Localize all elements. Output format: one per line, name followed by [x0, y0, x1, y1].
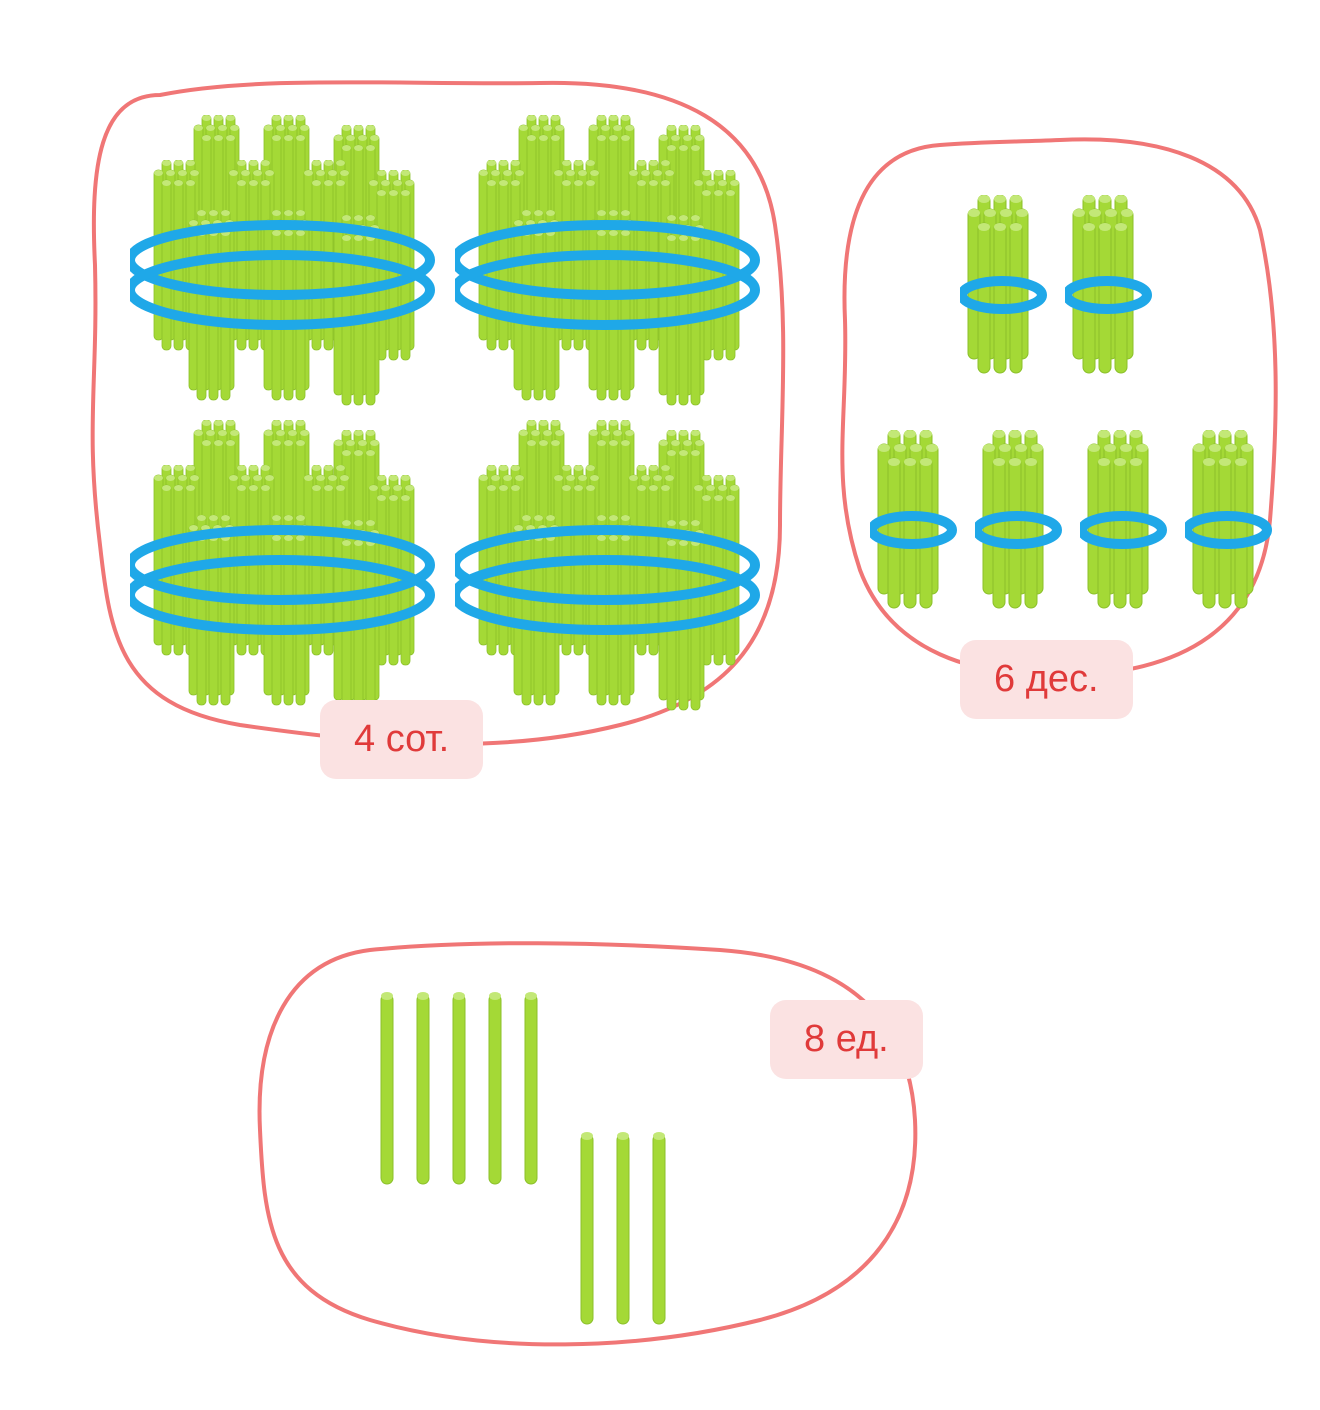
hundred-bundle	[130, 420, 430, 710]
hundreds-label: 4 сот.	[320, 700, 483, 779]
unit-stick	[380, 990, 394, 1188]
unit-stick	[616, 1130, 630, 1328]
hundred-bundle	[455, 115, 755, 405]
ten-bundle	[870, 430, 960, 620]
ten-bundle	[1065, 195, 1155, 385]
unit-stick	[416, 990, 430, 1188]
unit-stick	[488, 990, 502, 1188]
units-label: 8 ед.	[770, 1000, 923, 1079]
unit-stick	[524, 990, 538, 1188]
unit-stick	[580, 1130, 594, 1328]
unit-stick	[652, 1130, 666, 1328]
ten-bundle	[1185, 430, 1275, 620]
tens-label: 6 дес.	[960, 640, 1133, 719]
diagram-canvas: 4 сот. 6 дес. 8 ед.	[0, 0, 1320, 1410]
ten-bundle	[1080, 430, 1170, 620]
ten-bundle	[975, 430, 1065, 620]
unit-stick	[452, 990, 466, 1188]
hundred-bundle	[455, 420, 755, 710]
ten-bundle	[960, 195, 1050, 385]
hundred-bundle	[130, 115, 430, 405]
